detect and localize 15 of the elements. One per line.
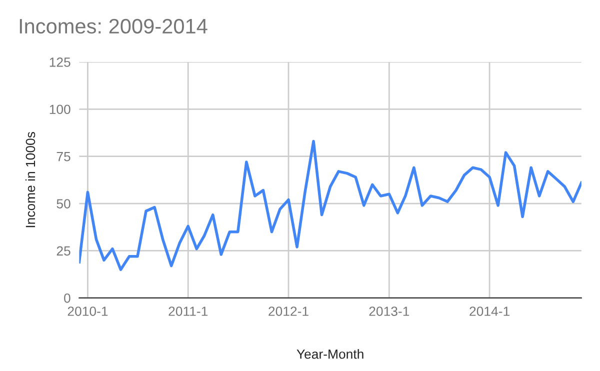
y-tick-label: 100 <box>50 104 70 114</box>
y-tick-label: 0 <box>64 293 70 303</box>
y-tick-label: 25 <box>56 246 70 256</box>
y-tick-label: 125 <box>50 58 70 67</box>
x-tick-label: 2013-1 <box>369 306 410 316</box>
y-axis-title: Income in 1000s <box>25 132 36 228</box>
line-series <box>79 140 582 271</box>
x-tick-label: 2014-1 <box>470 306 510 316</box>
y-tick-label: 75 <box>56 152 70 162</box>
x-axis-title: Year-Month <box>296 349 364 359</box>
y-tick-label: 50 <box>56 199 70 208</box>
chart-title: Incomes: 2009-2014 <box>20 18 208 34</box>
x-tick-label: 2012-1 <box>268 306 308 316</box>
x-tick-label: 2010-1 <box>68 306 108 316</box>
x-tick-label: 2011-1 <box>168 306 208 316</box>
